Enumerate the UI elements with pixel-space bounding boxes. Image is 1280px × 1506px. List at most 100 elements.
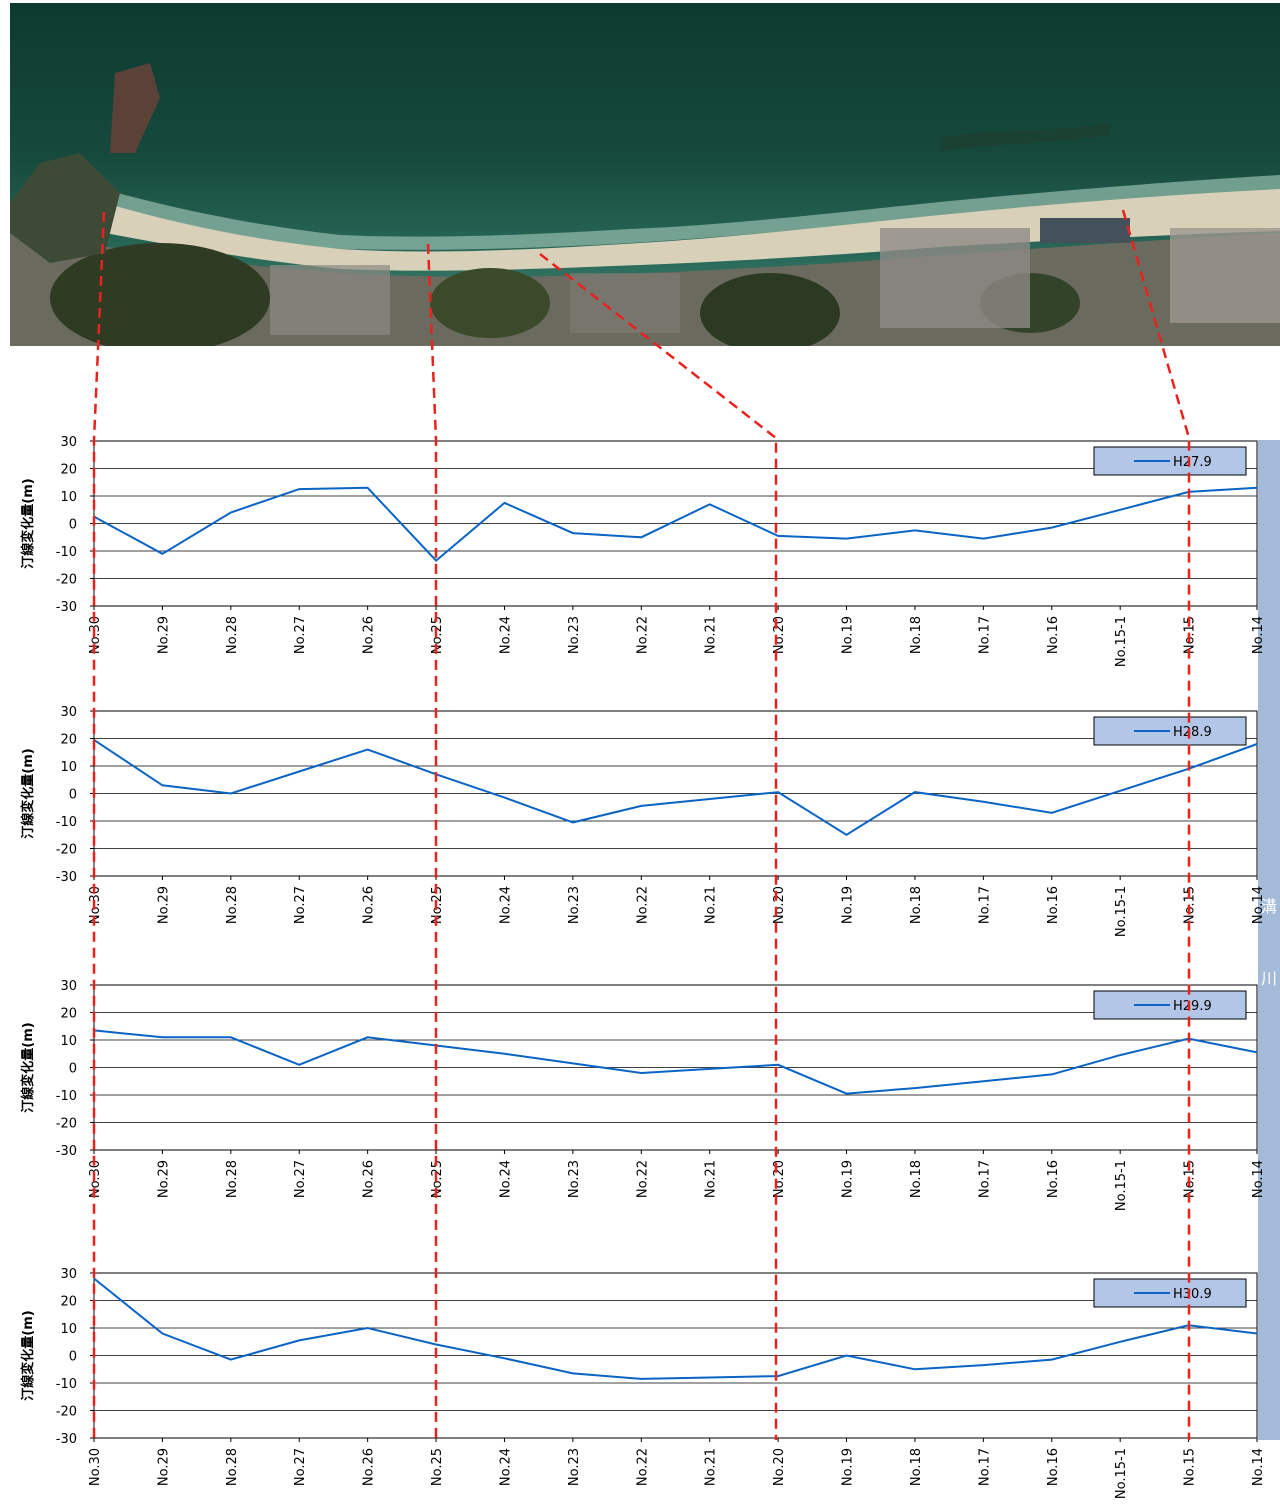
x-tick-label: No.21 bbox=[704, 886, 719, 924]
x-tick-label: No.18 bbox=[909, 886, 924, 924]
x-tick-label: No.24 bbox=[498, 1448, 513, 1486]
legend-label: H27.9 bbox=[1173, 455, 1212, 470]
x-tick-label: No.17 bbox=[977, 616, 992, 654]
x-tick-label: No.28 bbox=[225, 616, 240, 654]
series-line bbox=[93, 739, 1258, 836]
x-tick-label: No.23 bbox=[567, 1160, 582, 1198]
chart-3: 30 20 10 0 -10 -20 -30 汀線変化量(m) No.30 No.29 No.28 N… bbox=[20, 979, 1266, 1211]
x-tick-label: No.26 bbox=[362, 616, 377, 654]
x-tick-label: No.19 bbox=[841, 616, 856, 654]
x-tick-label: No.30 bbox=[88, 886, 103, 924]
x-tick-label: No.27 bbox=[293, 1448, 308, 1486]
section-guide-lines bbox=[92, 209, 1191, 1440]
y-tick-label: -20 bbox=[56, 1405, 77, 1420]
x-tick-label: No.27 bbox=[293, 616, 308, 654]
y-tick-label: 10 bbox=[60, 760, 77, 775]
x-tick-label: No.19 bbox=[841, 886, 856, 924]
x-tick-label: No.20 bbox=[772, 886, 787, 924]
y-tick-label: -20 bbox=[56, 573, 77, 588]
y-tick-label: 20 bbox=[60, 733, 77, 748]
x-tick-label: No.25 bbox=[430, 1448, 445, 1486]
chart-1: 30 20 10 0 -10 -20 -30 汀線変化量(m) No.30 No.29 No.28 N… bbox=[20, 435, 1266, 667]
y-tick-label: -20 bbox=[56, 1117, 77, 1132]
x-tick-label: No.27 bbox=[293, 1160, 308, 1198]
x-tick-label: No.25 bbox=[430, 616, 445, 654]
x-tick-label: No.23 bbox=[567, 1448, 582, 1486]
x-tick-label: No.17 bbox=[977, 1448, 992, 1486]
x-tick-label: No.29 bbox=[156, 1160, 171, 1198]
y-tick-label: 20 bbox=[60, 1295, 77, 1310]
guide-line bbox=[92, 211, 106, 1440]
y-tick-label: -30 bbox=[56, 600, 77, 615]
x-tick-label: No.21 bbox=[704, 616, 719, 654]
y-tick-label: 30 bbox=[60, 435, 77, 450]
x-tick-label: No.22 bbox=[635, 1160, 650, 1198]
y-axis-label: 汀線変化量(m) bbox=[20, 1022, 36, 1112]
y-tick-label: -10 bbox=[56, 1377, 77, 1392]
chart-2: 30 20 10 0 -10 -20 -30 汀線変化量(m) No.30 No.29 No.28 N… bbox=[20, 705, 1266, 937]
x-tick-label: No.16 bbox=[1046, 886, 1061, 924]
chart-4: 30 20 10 0 -10 -20 -30 汀線変化量(m) No.30 No.29 No.28 N… bbox=[20, 1267, 1266, 1499]
x-tick-label: No.24 bbox=[498, 886, 513, 924]
y-tick-label: 0 bbox=[69, 1062, 77, 1077]
y-tick-label: -10 bbox=[56, 545, 77, 560]
y-tick-label: 0 bbox=[69, 788, 77, 803]
x-tick-label: No.28 bbox=[225, 1160, 240, 1198]
x-tick-label: No.19 bbox=[841, 1448, 856, 1486]
y-tick-label: 30 bbox=[60, 979, 77, 994]
x-tick-label: No.25 bbox=[430, 886, 445, 924]
y-tick-label: -20 bbox=[56, 843, 77, 858]
x-tick-label: No.15-1 bbox=[1114, 1448, 1129, 1499]
y-axis-label: 汀線変化量(m) bbox=[20, 478, 36, 568]
x-tick-label: No.15-1 bbox=[1114, 1160, 1129, 1211]
river-label-part2: 川 bbox=[1260, 969, 1277, 988]
x-tick-label: No.24 bbox=[498, 616, 513, 654]
x-tick-label: No.23 bbox=[567, 886, 582, 924]
x-tick-label: No.21 bbox=[704, 1448, 719, 1486]
guide-line bbox=[1121, 209, 1191, 1440]
x-tick-label: No.16 bbox=[1046, 1448, 1061, 1486]
x-tick-label: No.29 bbox=[156, 886, 171, 924]
y-tick-label: -10 bbox=[56, 1089, 77, 1104]
x-tick-label: No.30 bbox=[88, 1448, 103, 1486]
y-tick-label: 10 bbox=[60, 1322, 77, 1337]
x-tick-label: No.14 bbox=[1251, 616, 1266, 654]
y-tick-label: -30 bbox=[56, 1144, 77, 1159]
series-line bbox=[93, 486, 1258, 562]
y-axis-label: 汀線変化量(m) bbox=[20, 748, 36, 838]
x-tick-label: No.23 bbox=[567, 616, 582, 654]
x-tick-label: No.15 bbox=[1183, 1448, 1198, 1486]
x-tick-label: No.28 bbox=[225, 1448, 240, 1486]
x-tick-label: No.17 bbox=[977, 1160, 992, 1198]
river-label-part1: 溝 bbox=[1260, 897, 1277, 916]
y-tick-label: -30 bbox=[56, 1432, 77, 1447]
x-tick-label: No.22 bbox=[635, 1448, 650, 1486]
x-tick-label: No.14 bbox=[1251, 886, 1266, 924]
guide-line bbox=[426, 243, 438, 1440]
x-tick-label: No.26 bbox=[362, 886, 377, 924]
x-tick-label: No.18 bbox=[909, 616, 924, 654]
x-tick-label: No.29 bbox=[156, 1448, 171, 1486]
x-tick-label: No.27 bbox=[293, 886, 308, 924]
x-tick-label: No.19 bbox=[841, 1160, 856, 1198]
x-tick-label: No.14 bbox=[1251, 1160, 1266, 1198]
y-tick-label: 0 bbox=[69, 518, 77, 533]
x-tick-label: No.18 bbox=[909, 1448, 924, 1486]
y-tick-label: 10 bbox=[60, 1034, 77, 1049]
x-tick-label: No.26 bbox=[362, 1448, 377, 1486]
x-tick-label: No.22 bbox=[635, 886, 650, 924]
x-tick-label: No.15-1 bbox=[1114, 886, 1129, 937]
x-tick-label: No.16 bbox=[1046, 1160, 1061, 1198]
y-axis-label: 汀線変化量(m) bbox=[20, 1310, 36, 1400]
x-tick-label: No.22 bbox=[635, 616, 650, 654]
y-tick-label: -30 bbox=[56, 870, 77, 885]
y-tick-label: 30 bbox=[60, 1267, 77, 1282]
x-tick-label: No.17 bbox=[977, 886, 992, 924]
y-tick-label: 10 bbox=[60, 490, 77, 505]
x-tick-label: No.20 bbox=[772, 616, 787, 654]
x-tick-label: No.21 bbox=[704, 1160, 719, 1198]
y-tick-label: 20 bbox=[60, 463, 77, 478]
aerial-coastline-photo bbox=[10, 3, 1280, 346]
x-tick-label: No.26 bbox=[362, 1160, 377, 1198]
